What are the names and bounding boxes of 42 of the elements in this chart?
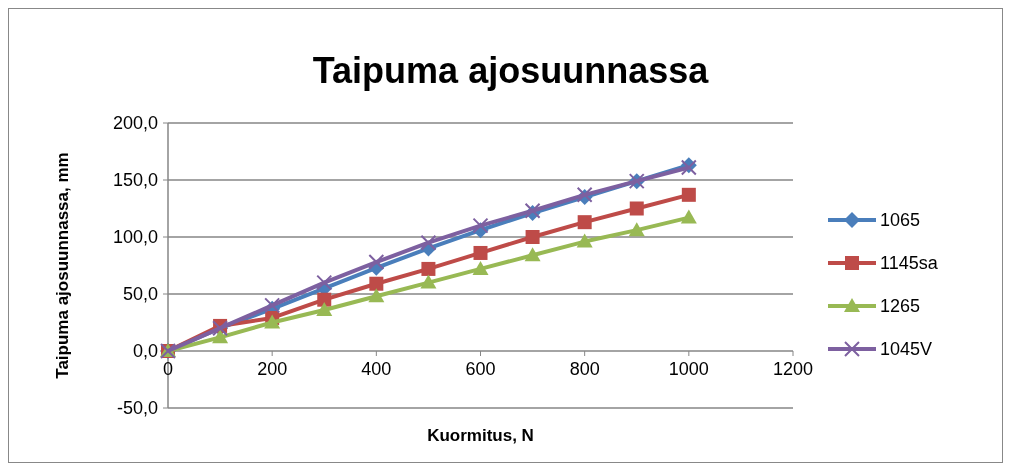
point (368, 254, 385, 271)
point (472, 217, 489, 234)
legend-label: 1045V (880, 339, 933, 360)
point (316, 274, 333, 291)
point (472, 260, 489, 275)
point (421, 261, 436, 276)
point (368, 288, 385, 303)
y-tick-label: 50,0 (122, 284, 158, 305)
x-tick-label: 600 (465, 359, 496, 379)
y-axis-title: Taipuma ajosuunnassa, mm (53, 152, 72, 379)
point (629, 201, 644, 216)
point (576, 233, 593, 248)
y-tick-label: 0,0 (132, 341, 158, 362)
point (628, 222, 645, 237)
x-tick-label: 400 (361, 359, 392, 379)
y-tick-label: 150,0 (112, 170, 158, 191)
point (420, 274, 437, 289)
y-tick-label: 100,0 (112, 227, 158, 248)
chart-title: Taipuma ajosuunnassa (312, 50, 710, 91)
point (212, 329, 229, 344)
y-tick-label: -50,0 (116, 398, 158, 419)
x-tick-label: 1200 (772, 359, 814, 379)
x-tick-label: 800 (569, 359, 600, 379)
point (473, 245, 488, 260)
legend-label: 1145sa (880, 253, 939, 274)
point (369, 276, 384, 291)
y-tick-label: 200,0 (112, 113, 158, 134)
point (681, 187, 696, 202)
x-axis-title: Kuormitus, N (427, 426, 534, 445)
point (264, 314, 281, 329)
point (577, 215, 592, 230)
point (420, 234, 437, 251)
x-tick-label: 1000 (668, 359, 709, 379)
x-tick-label: 200 (257, 359, 288, 379)
point (316, 301, 333, 316)
x-tick-label: 0 (162, 359, 174, 379)
point (317, 292, 332, 307)
point (680, 209, 697, 224)
legend-label: 1265 (880, 296, 921, 317)
legend-label: 1065 (880, 210, 921, 231)
point (524, 247, 541, 262)
point (525, 230, 540, 244)
